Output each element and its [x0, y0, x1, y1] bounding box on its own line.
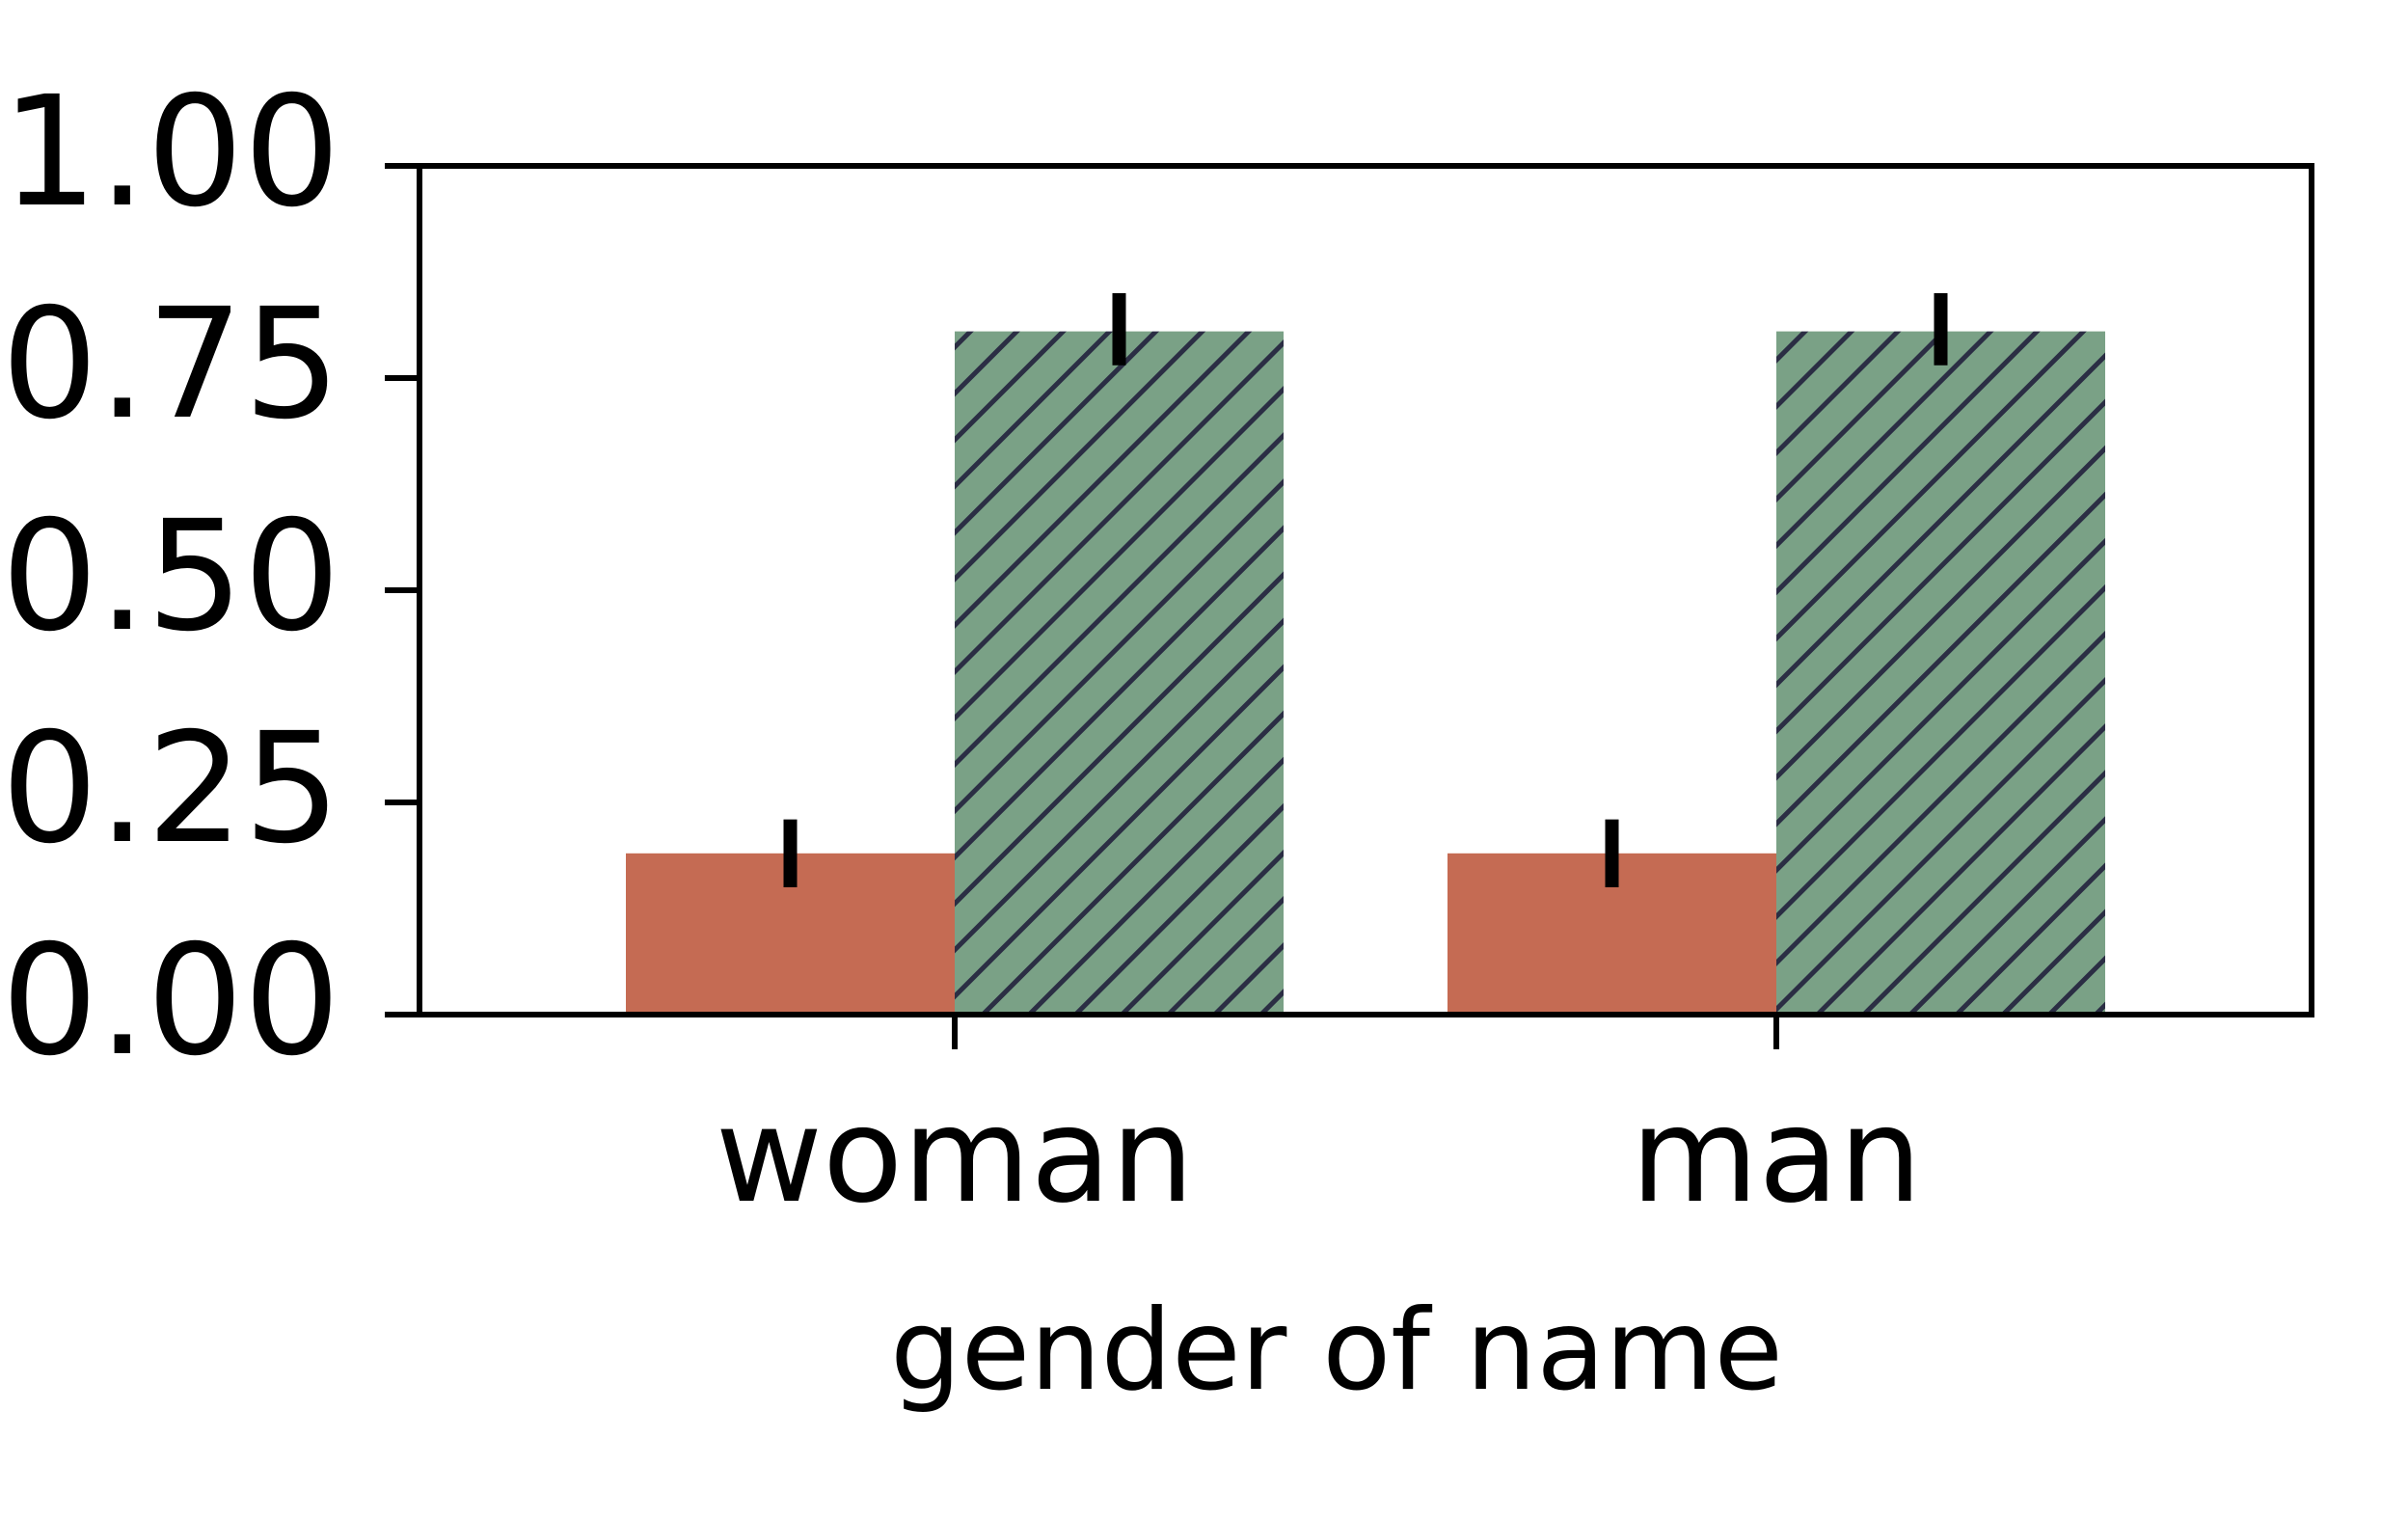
y-tick-label: 0.75 — [1, 276, 340, 453]
y-tick-label: 0.25 — [1, 700, 340, 878]
y-tick-label: 0.50 — [1, 488, 340, 665]
bars-layer — [626, 331, 2105, 1016]
x-tick-label-woman: woman — [716, 1080, 1194, 1233]
y-tick-label: 0.00 — [1, 912, 340, 1090]
bar-man-series-2 — [1776, 331, 2105, 1016]
y-tick-label: 1.00 — [1, 64, 340, 241]
error-bars-layer — [783, 293, 1948, 887]
x-tick-label-man: man — [1631, 1080, 1922, 1233]
bar-woman-series-2 — [955, 331, 1284, 1016]
y-axis: 0.00 0.25 0.50 0.75 1.00 — [1, 64, 419, 1090]
x-axis: woman man — [716, 1015, 1922, 1233]
x-axis-label: gender of name — [890, 1286, 1783, 1416]
